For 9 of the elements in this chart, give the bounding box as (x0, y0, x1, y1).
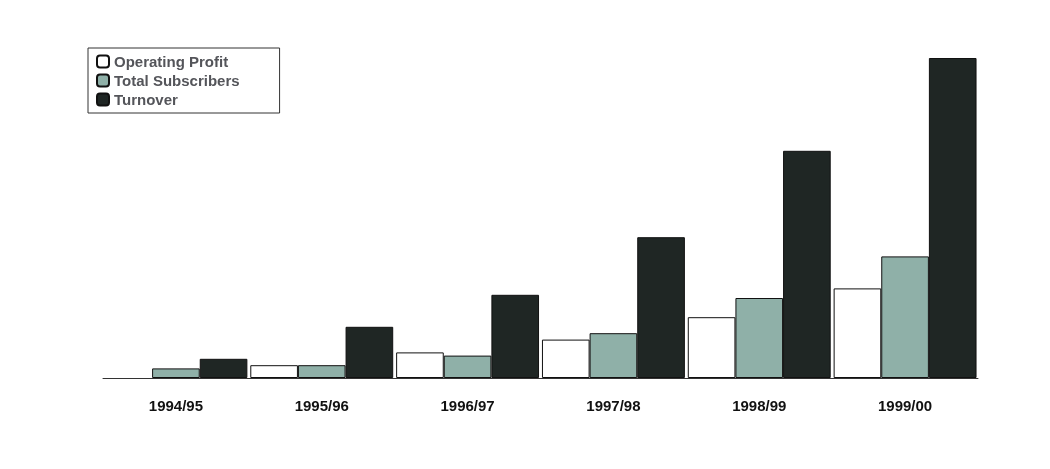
x-tick-label: 1998/99 (732, 397, 787, 414)
x-tick-label: 1995/96 (294, 397, 349, 414)
legend-label: Operating Profit (114, 53, 229, 70)
legend-label: Turnover (114, 91, 179, 108)
x-tick-label: 1996/97 (440, 397, 495, 414)
x-tick-label: 1999/00 (877, 397, 933, 414)
x-tick-label: 1997/98 (586, 397, 641, 414)
legend-label: Total Subscribers (114, 72, 240, 89)
x-tick-label: 1994/95 (148, 397, 204, 414)
